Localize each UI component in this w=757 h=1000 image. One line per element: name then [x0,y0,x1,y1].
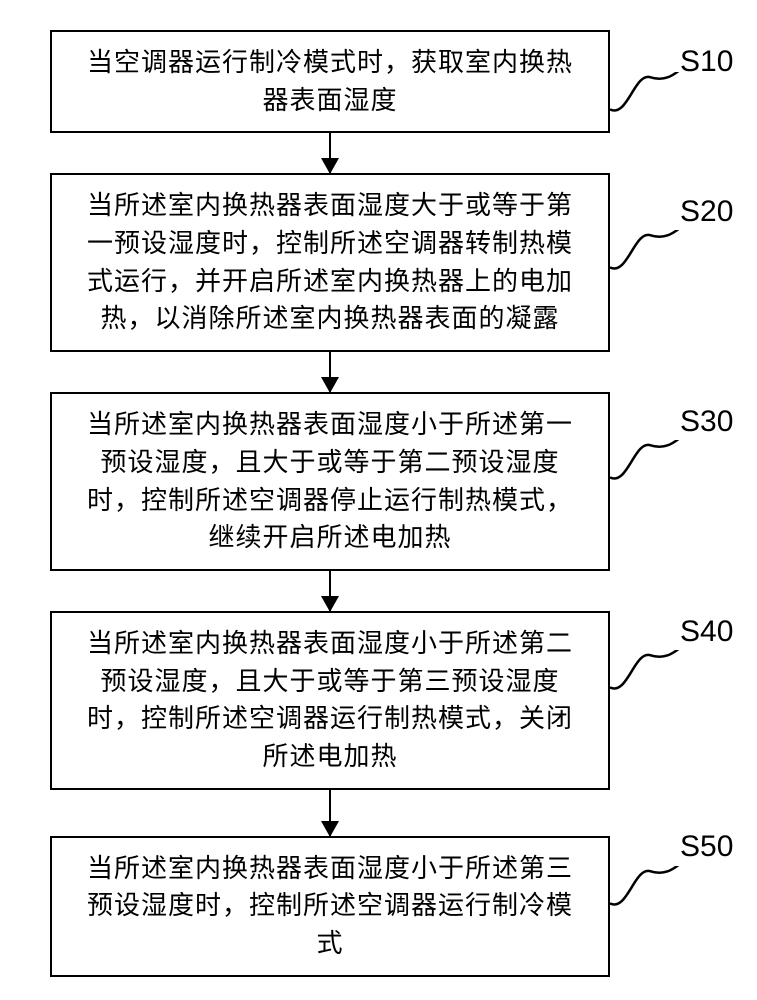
flow-step-text: 当所述室内换热器表面湿度大于或等于第一预设湿度时，控制所述空调器转制热模式运行，… [76,187,584,338]
flow-step-s50: 当所述室内换热器表面湿度小于所述第三预设湿度时，控制所述空调器运行制冷模式 [50,836,610,977]
flow-step-s10: 当空调器运行制冷模式时，获取室内换热器表面湿度 [50,30,610,133]
flow-step-text: 当所述室内换热器表面湿度小于所述第二预设湿度，且大于或等于第三预设湿度时，控制所… [76,625,584,776]
flow-step-label-s10: S10 [680,45,733,79]
flow-step-label-s20: S20 [680,195,733,229]
flow-arrow [329,133,332,173]
flowchart-container: 当空调器运行制冷模式时，获取室内换热器表面湿度当所述室内换热器表面湿度大于或等于… [50,30,610,977]
flow-step-text: 当所述室内换热器表面湿度小于所述第三预设湿度时，控制所述空调器运行制冷模式 [76,850,584,963]
connector-curve [610,866,680,910]
connector-curve [610,440,680,484]
flow-step-label-s50: S50 [680,830,733,864]
flow-step-s30: 当所述室内换热器表面湿度小于所述第一预设湿度，且大于或等于第二预设湿度时，控制所… [50,392,610,571]
connector-curve [610,72,680,116]
connector-curve [610,230,680,274]
flow-step-text: 当所述室内换热器表面湿度小于所述第一预设湿度，且大于或等于第二预设湿度时，控制所… [76,406,584,557]
flow-step-label-s40: S40 [680,615,733,649]
flow-step-label-s30: S30 [680,405,733,439]
flow-arrow [329,790,332,836]
flow-step-text: 当空调器运行制冷模式时，获取室内换热器表面湿度 [76,44,584,119]
flow-step-s40: 当所述室内换热器表面湿度小于所述第二预设湿度，且大于或等于第三预设湿度时，控制所… [50,611,610,790]
flow-arrow [329,352,332,392]
flow-arrow [329,571,332,611]
connector-curve [610,650,680,694]
flow-step-s20: 当所述室内换热器表面湿度大于或等于第一预设湿度时，控制所述空调器转制热模式运行，… [50,173,610,352]
